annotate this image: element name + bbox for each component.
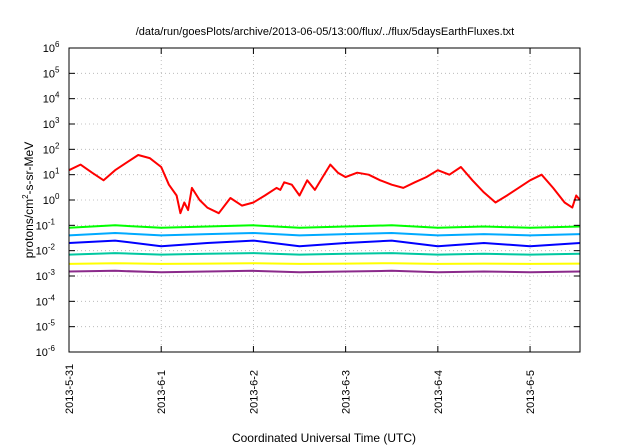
- series-line-7: [68, 269, 581, 274]
- x-tick-label: 2013-6-2: [248, 370, 260, 414]
- series-line-5: [68, 252, 581, 256]
- y-tick-exponent: 4: [55, 91, 60, 100]
- chart-title: /data/run/goesPlots/archive/2013-06-05/1…: [136, 26, 515, 38]
- y-tick-exponent: 3: [55, 116, 60, 125]
- y-tick-label: 10-1: [36, 217, 56, 232]
- series-line-2: [68, 224, 581, 229]
- y-tick-base: 10: [43, 94, 55, 106]
- y-tick-label: 10-4: [36, 293, 56, 308]
- x-tick-label: 2013-5-31: [64, 364, 76, 414]
- series-line-4: [68, 239, 581, 248]
- y-tick-exponent: -2: [48, 243, 56, 252]
- y-tick-exponent: 2: [55, 141, 60, 150]
- y-tick-label: 102: [43, 141, 60, 156]
- y-tick-exponent: -5: [48, 319, 56, 328]
- y-tick-label: 101: [43, 167, 60, 182]
- y-tick-label: 103: [43, 116, 60, 131]
- y-tick-label: 10-5: [36, 319, 56, 334]
- y-tick-base: 10: [43, 144, 55, 156]
- y-tick-exponent: -3: [48, 268, 56, 277]
- y-tick-base: 10: [43, 170, 55, 182]
- y-tick-label: 106: [43, 40, 60, 55]
- x-tick-label: 2013-6-5: [525, 370, 537, 414]
- y-tick-label: 10-3: [36, 268, 56, 283]
- y-axis-label-pre: protons/cm: [22, 199, 36, 258]
- x-tick-label: 2013-6-4: [433, 370, 445, 414]
- y-tick-base: 10: [36, 271, 48, 283]
- y-tick-label: 105: [43, 65, 60, 80]
- y-tick-base: 10: [36, 322, 48, 334]
- y-tick-base: 10: [43, 68, 55, 80]
- series-line-1: [68, 154, 581, 215]
- y-axis-label: protons/cm2-s-sr-MeV: [21, 142, 36, 258]
- y-tick-label: 10-2: [36, 243, 56, 258]
- y-tick-base: 10: [36, 246, 48, 258]
- y-axis-label-post: -s-sr-MeV: [22, 142, 36, 195]
- y-tick-base: 10: [36, 220, 48, 232]
- y-tick-base: 10: [43, 195, 55, 207]
- y-tick-exponent: 0: [55, 192, 60, 201]
- y-ticks: 10-610-510-410-310-210-11001011021031041…: [36, 40, 580, 359]
- x-tick-label: 2013-6-1: [156, 370, 168, 414]
- series-group: [68, 154, 581, 274]
- y-tick-exponent: -4: [48, 293, 56, 302]
- y-tick-exponent: 1: [55, 167, 60, 176]
- y-tick-base: 10: [43, 43, 55, 55]
- y-tick-label: 100: [43, 192, 60, 207]
- series-line-3: [68, 232, 581, 237]
- y-tick-label: 10-6: [36, 344, 56, 359]
- y-tick-exponent: -1: [48, 217, 56, 226]
- y-tick-exponent: 6: [55, 40, 60, 49]
- y-tick-base: 10: [36, 347, 48, 359]
- y-tick-exponent: 5: [55, 65, 60, 74]
- y-tick-base: 10: [43, 119, 55, 131]
- grid: [69, 48, 580, 352]
- y-tick-exponent: -6: [48, 344, 56, 353]
- y-tick-label: 104: [43, 91, 60, 106]
- y-tick-base: 10: [36, 296, 48, 308]
- x-ticks: 2013-5-31 2013-6-1 2013-6-2 2013-6-3 2013-6-…: [64, 48, 537, 414]
- series-line-6: [68, 262, 581, 265]
- y-axis-label-sup: 2: [21, 194, 30, 199]
- x-axis-label: Coordinated Universal Time (UTC): [232, 431, 416, 445]
- x-tick-label: 2013-6-3: [341, 370, 353, 414]
